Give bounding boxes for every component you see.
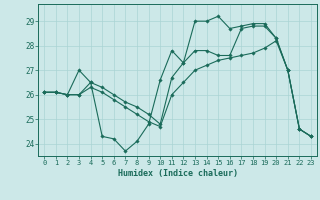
X-axis label: Humidex (Indice chaleur): Humidex (Indice chaleur) xyxy=(118,169,238,178)
